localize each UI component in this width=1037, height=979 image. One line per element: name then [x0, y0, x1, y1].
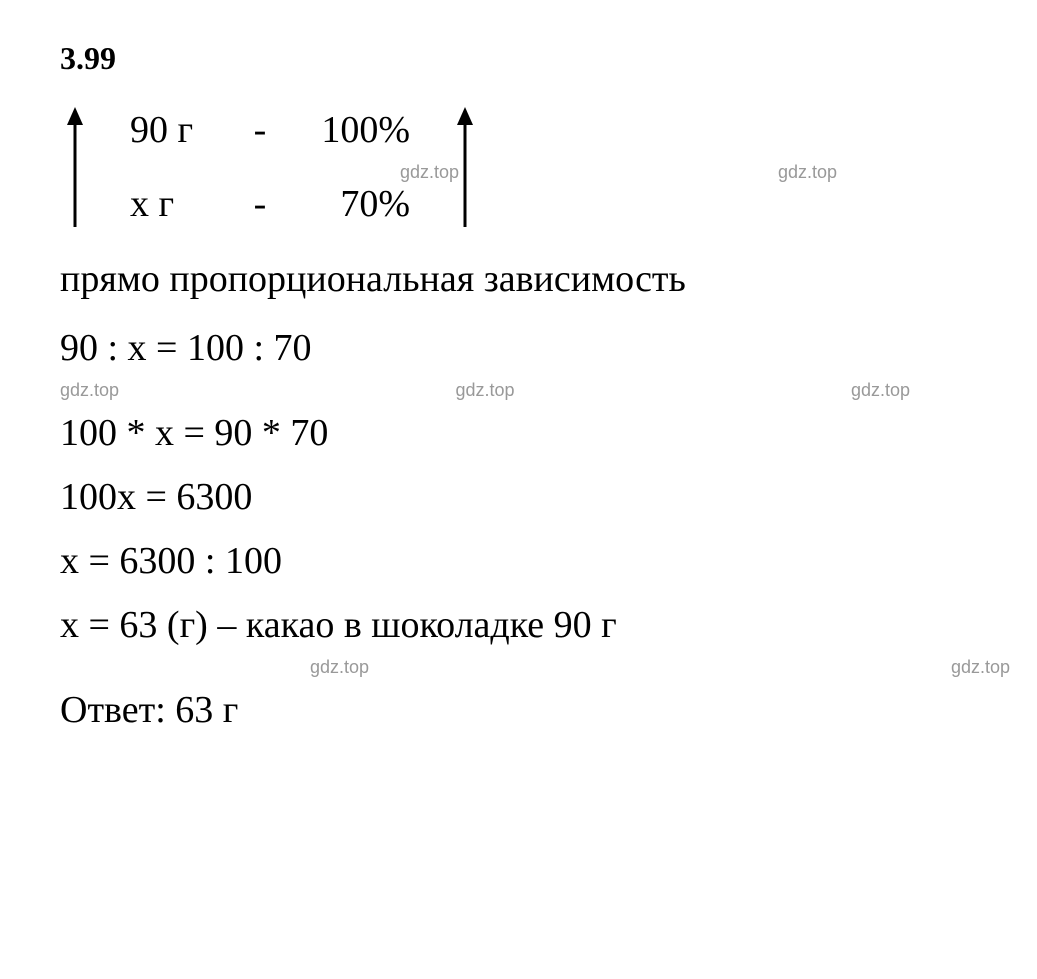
- watermark-icon: gdz.top: [778, 162, 837, 183]
- watermark-icon: gdz.top: [400, 162, 459, 183]
- watermark-icon: gdz.top: [60, 380, 119, 401]
- proportion-setup: 90 г - 100% х г - 70% gdz.top gdz.top: [60, 107, 977, 227]
- row2-dash: -: [230, 182, 290, 226]
- watermark-icon: gdz.top: [310, 657, 369, 678]
- relationship-statement: прямо пропорциональная зависимость: [60, 257, 977, 301]
- proportion-line-1: 90 г - 100%: [130, 108, 410, 152]
- equation-2: 100 * х = 90 * 70: [60, 411, 977, 455]
- watermark-row-2: gdz.top gdz.top: [310, 657, 1010, 678]
- equation-1: 90 : х = 100 : 70: [60, 326, 977, 370]
- proportion-line-2: х г - 70%: [130, 182, 410, 226]
- watermark-icon: gdz.top: [455, 380, 514, 401]
- row1-left: 90 г: [130, 108, 230, 152]
- row2-right: 70%: [290, 182, 410, 226]
- row1-right: 100%: [290, 108, 410, 152]
- row1-dash: -: [230, 108, 290, 152]
- answer-statement: Ответ: 63 г: [60, 688, 977, 732]
- watermark-icon: gdz.top: [851, 380, 910, 401]
- equation-4: х = 6300 : 100: [60, 539, 977, 583]
- watermark-icon: gdz.top: [951, 657, 1010, 678]
- watermark-row: gdz.top gdz.top gdz.top: [60, 380, 910, 401]
- equation-3: 100х = 6300: [60, 475, 977, 519]
- left-arrow-up: [60, 107, 90, 227]
- equation-5: х = 63 (г) – какао в шоколадке 90 г: [60, 603, 977, 647]
- row2-left: х г: [130, 182, 230, 226]
- proportion-values: 90 г - 100% х г - 70%: [130, 108, 410, 226]
- problem-number: 3.99: [60, 40, 977, 77]
